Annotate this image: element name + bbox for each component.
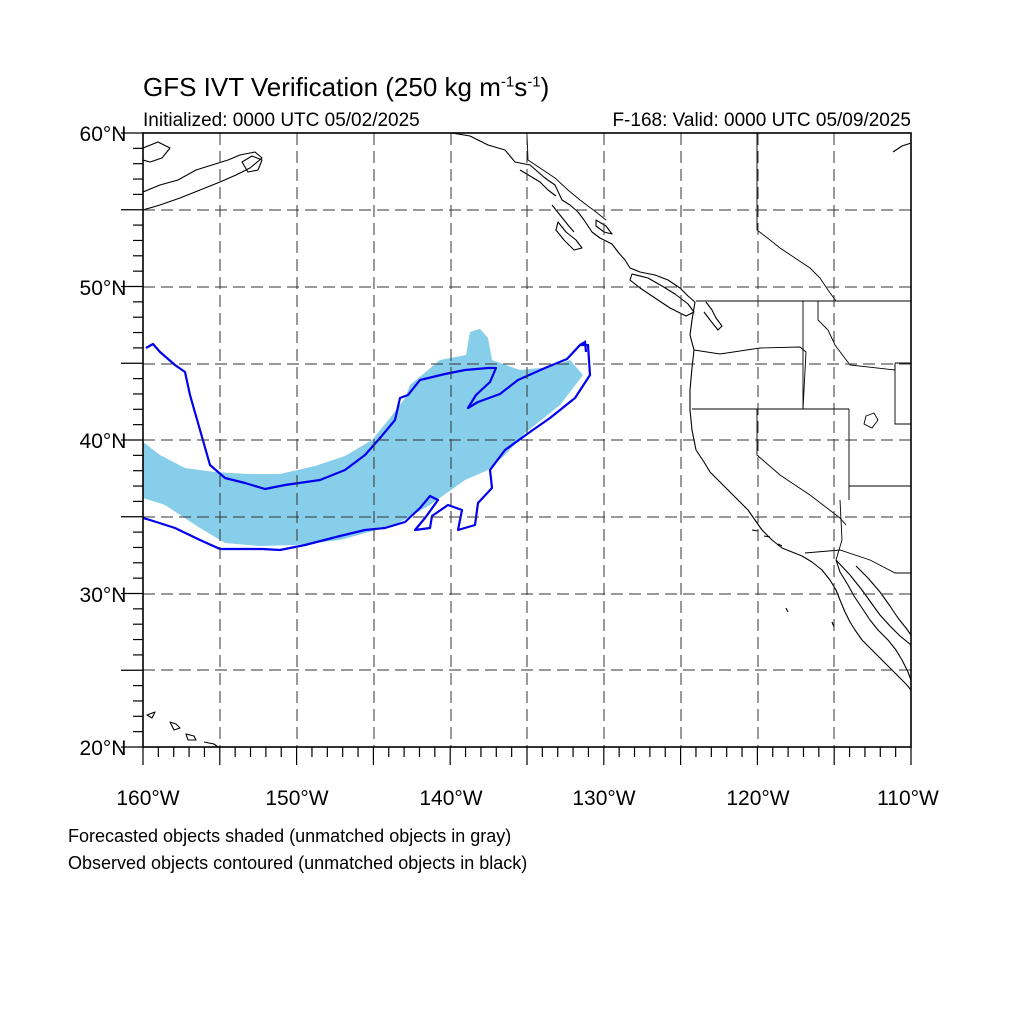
forecast-object-shade [143, 329, 583, 546]
washington-oregon-border [693, 346, 807, 410]
initialized-label: Initialized: 0000 UTC 05/02/2025 [143, 110, 420, 131]
map-title: GFS IVT Verification (250 kg m-1s-1) [143, 72, 550, 102]
lon-label-110w: 110°W [877, 787, 939, 810]
lat-label-40: 40°N [80, 430, 127, 453]
lon-label-160w: 160°W [116, 787, 179, 810]
kodiak-island [241, 155, 263, 173]
alaska-canada-border [526, 133, 607, 221]
observed-note: Observed objects contoured (unmatched ob… [68, 853, 528, 873]
gulf-alaska-coast [451, 133, 696, 303]
observed-object-contour [143, 342, 592, 552]
lat-label-20: 20°N [80, 737, 127, 760]
alaska-coast [143, 141, 263, 211]
lat-label-30: 30°N [80, 584, 127, 607]
mexico-mainland-coast [855, 565, 911, 636]
wyoming-border [894, 362, 911, 425]
lon-label-140w: 140°W [419, 787, 482, 810]
observed-object-contour-finger [579, 340, 588, 353]
valid-time-label: F-168: Valid: 0000 UTC 05/09/2025 [612, 110, 911, 131]
gridlines [143, 133, 911, 747]
channel-islands [751, 529, 835, 628]
lon-label-150w: 150°W [265, 787, 328, 810]
panhandle-islands [519, 169, 613, 251]
bc-alberta-border [756, 133, 837, 302]
colorado-river [835, 499, 843, 561]
lat-label-50: 50°N [80, 277, 127, 300]
vancouver-island [629, 273, 695, 317]
baja-california [835, 559, 911, 681]
puget-sound [703, 301, 723, 331]
hawaii-islands [146, 711, 219, 747]
california-nevada-border [756, 409, 847, 526]
us-mexico-border [804, 549, 911, 574]
canada-coast-ne [892, 142, 911, 153]
forecast-note: Forecasted objects shaded (unmatched obj… [68, 826, 512, 846]
lat-label-60: 60°N [80, 123, 127, 146]
us-west-coast [689, 301, 911, 691]
great-salt-lake [863, 412, 879, 429]
axis-ticks [121, 132, 912, 765]
idaho-border [802, 301, 896, 409]
lon-label-130w: 130°W [572, 787, 635, 810]
lon-label-120w: 120°W [726, 787, 789, 810]
